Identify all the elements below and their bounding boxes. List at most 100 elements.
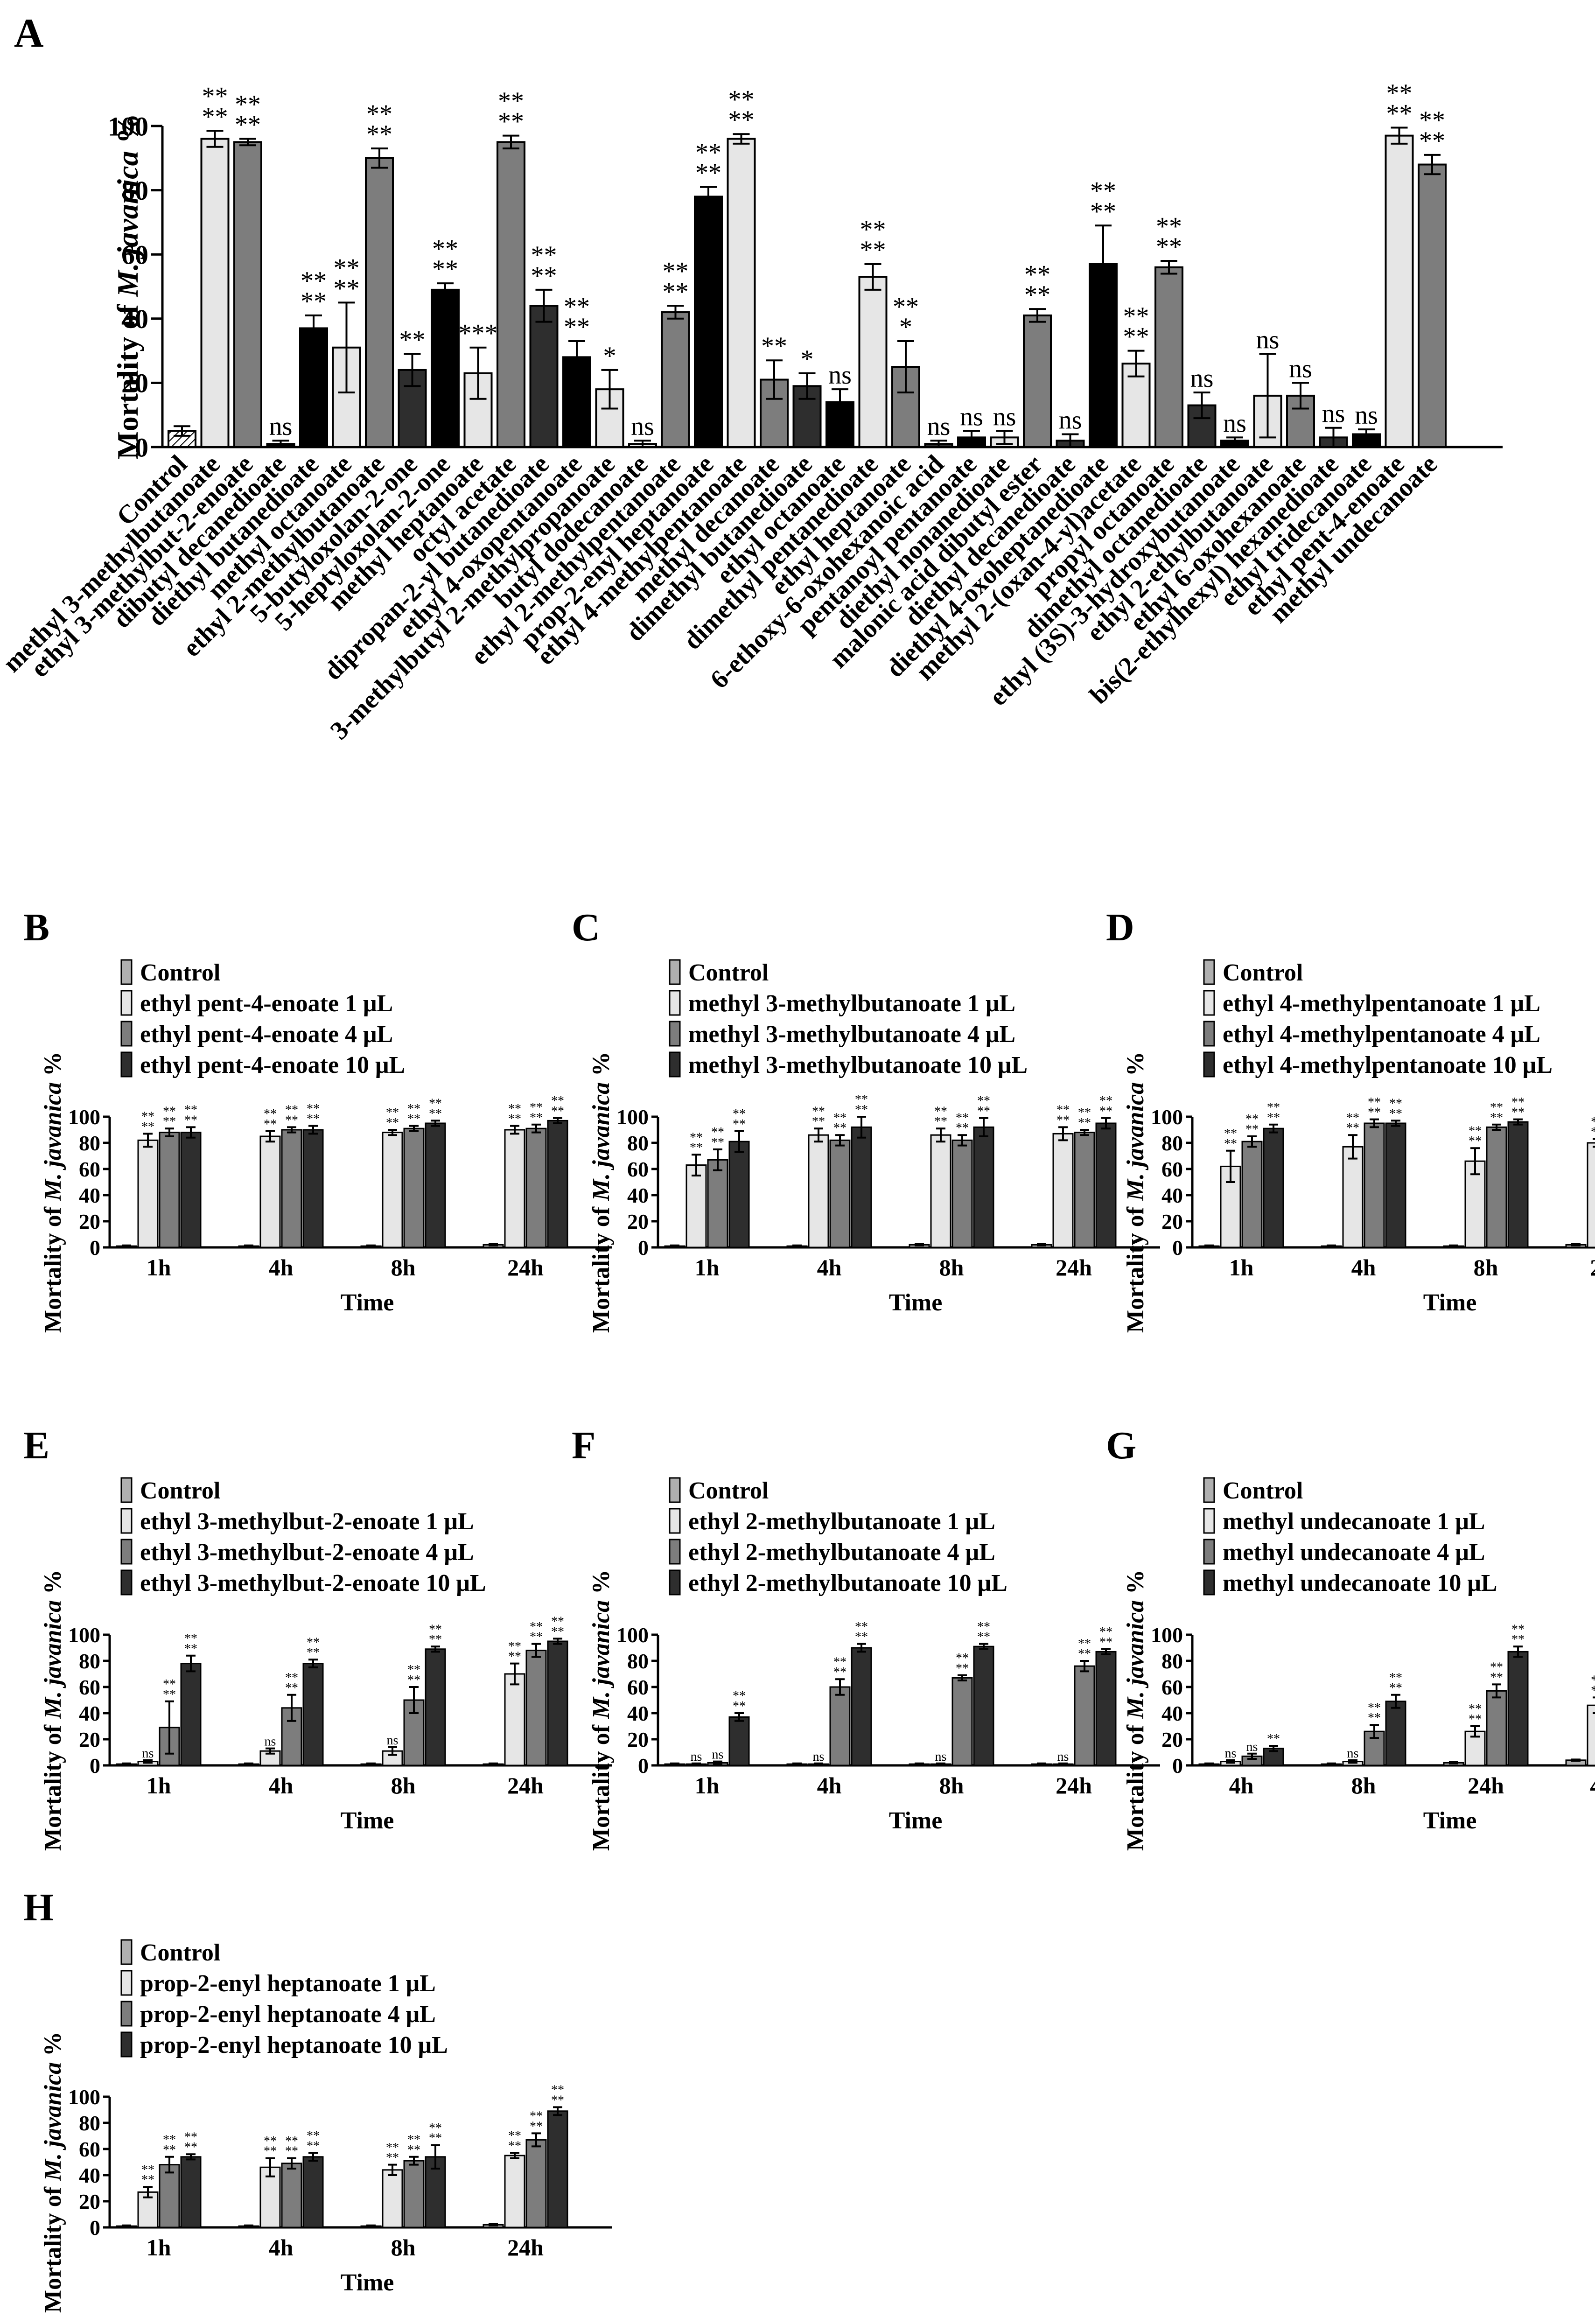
significance-label: ** — [956, 1661, 969, 1676]
legend-swatch — [120, 1569, 133, 1596]
significance-label: ** — [163, 2143, 176, 2157]
y-tick-label: 20 — [627, 1210, 649, 1233]
legend-label: Control — [1223, 1477, 1303, 1504]
bar — [1486, 1690, 1507, 1766]
bar — [1364, 1122, 1385, 1248]
y-tick-label: 40 — [79, 1183, 100, 1207]
significance-label: ** — [733, 1107, 746, 1121]
bar — [403, 2160, 425, 2228]
significance-label: ** — [1267, 1111, 1280, 1125]
significance-label: ** — [833, 1665, 846, 1680]
significance-label: *** — [459, 319, 498, 348]
significance-label: ns — [1190, 364, 1214, 393]
significance-label: ** — [307, 1635, 320, 1650]
bar — [707, 1159, 728, 1248]
panel-letter: D — [1106, 906, 1134, 949]
significance-label: ** — [1591, 1673, 1595, 1688]
bar — [1507, 1651, 1529, 1766]
significance-label: ** — [690, 1130, 703, 1145]
x-tick-label: 48h — [1590, 1772, 1595, 1799]
bar — [1342, 1146, 1364, 1248]
significance-label: ** — [1419, 126, 1445, 155]
panel-letter: C — [572, 906, 600, 949]
significance-label: ** — [1591, 1115, 1595, 1129]
significance-label: ** — [498, 87, 524, 116]
y-tick-label: 100 — [68, 2085, 100, 2109]
y-tick-label: 20 — [1161, 1210, 1183, 1233]
x-tick-label: 24h — [507, 2234, 544, 2261]
significance-label: ** — [934, 1114, 947, 1129]
significance-label: ** — [184, 1103, 197, 1118]
y-axis-label: Mortality of M. javanica % — [588, 1052, 615, 1333]
bar — [1385, 1701, 1406, 1766]
significance-label: ** — [1490, 1100, 1503, 1115]
y-tick-label: 0 — [90, 2216, 100, 2240]
significance-label: ** — [977, 1620, 990, 1634]
bar — [851, 1647, 872, 1766]
significance-label: ** — [663, 257, 689, 286]
significance-label: ** — [285, 2134, 298, 2149]
x-tick-label: 4h — [817, 1254, 842, 1281]
y-tick-label: 0 — [135, 432, 148, 462]
legend-swatch — [120, 959, 133, 985]
y-axis-label: Mortality of M. javanica % — [111, 113, 144, 459]
significance-label: ** — [1511, 1095, 1525, 1110]
bar — [1486, 1126, 1507, 1248]
legend-swatch — [1203, 1569, 1215, 1596]
x-tick-label: 8h — [391, 1254, 416, 1281]
x-tick-label: 24h — [1590, 1254, 1595, 1281]
bar — [382, 2169, 403, 2228]
legend-label: ethyl 3-methylbut-2-enoate 1 μL — [140, 1508, 474, 1535]
significance-label: ns — [1289, 354, 1312, 383]
y-tick-label: 80 — [627, 1649, 649, 1673]
significance-label: ** — [855, 1103, 868, 1117]
significance-label: ** — [498, 107, 524, 136]
bar — [694, 196, 723, 448]
x-tick-label: 1h — [695, 1254, 720, 1281]
legend-label: ethyl 4-methylpentanoate 4 μL — [1223, 1021, 1540, 1048]
bar — [302, 1663, 324, 1766]
significance-label: ** — [855, 1092, 868, 1107]
y-tick-label: 100 — [616, 1623, 649, 1647]
significance-label: ** — [1099, 1104, 1112, 1119]
legend-swatch — [120, 2031, 133, 2058]
significance-label: ** — [833, 1111, 846, 1125]
x-tick-label: 8h — [1351, 1772, 1376, 1799]
bar — [497, 141, 525, 448]
legend-label: methyl undecanoate 10 μL — [1223, 1570, 1497, 1596]
y-tick-label: 20 — [79, 1210, 100, 1233]
y-tick-label: 80 — [79, 1131, 100, 1155]
legend-swatch — [669, 1569, 681, 1596]
panel-letter: G — [1106, 1424, 1136, 1467]
significance-label: ** — [1368, 1095, 1381, 1110]
significance-label: ns — [265, 1735, 276, 1749]
significance-label: ** — [285, 1103, 298, 1118]
significance-label: ** — [977, 1630, 990, 1645]
y-tick-label: 20 — [79, 2190, 100, 2213]
significance-label: ** — [432, 234, 458, 263]
bar — [547, 2110, 568, 2228]
significance-label: ** — [429, 1622, 442, 1637]
significance-label: ns — [935, 1750, 947, 1764]
significance-label: ** — [728, 105, 755, 134]
y-tick-label: 80 — [627, 1131, 649, 1155]
bar — [930, 1134, 951, 1248]
significance-label: ** — [812, 1104, 825, 1119]
significance-label: ** — [1389, 1097, 1402, 1111]
x-axis-title: Time — [341, 1807, 394, 1834]
legend-label: methyl 3-methylbutanoate 4 μL — [688, 1021, 1015, 1048]
x-tick-label: 24h — [1056, 1254, 1092, 1281]
bar — [1263, 1127, 1284, 1248]
legend-label: Control — [688, 959, 769, 986]
bar — [727, 138, 756, 448]
bar — [403, 1127, 425, 1248]
significance-label: ** — [855, 1630, 868, 1645]
bar — [504, 2155, 525, 2228]
panel-letter: H — [23, 1886, 54, 1929]
significance-label: * — [801, 345, 814, 374]
x-tick-label: 4h — [269, 1772, 294, 1799]
bar — [299, 327, 328, 448]
significance-label: ** — [893, 292, 919, 321]
y-tick-label: 0 — [1172, 1236, 1183, 1260]
significance-label: ns — [712, 1748, 724, 1762]
